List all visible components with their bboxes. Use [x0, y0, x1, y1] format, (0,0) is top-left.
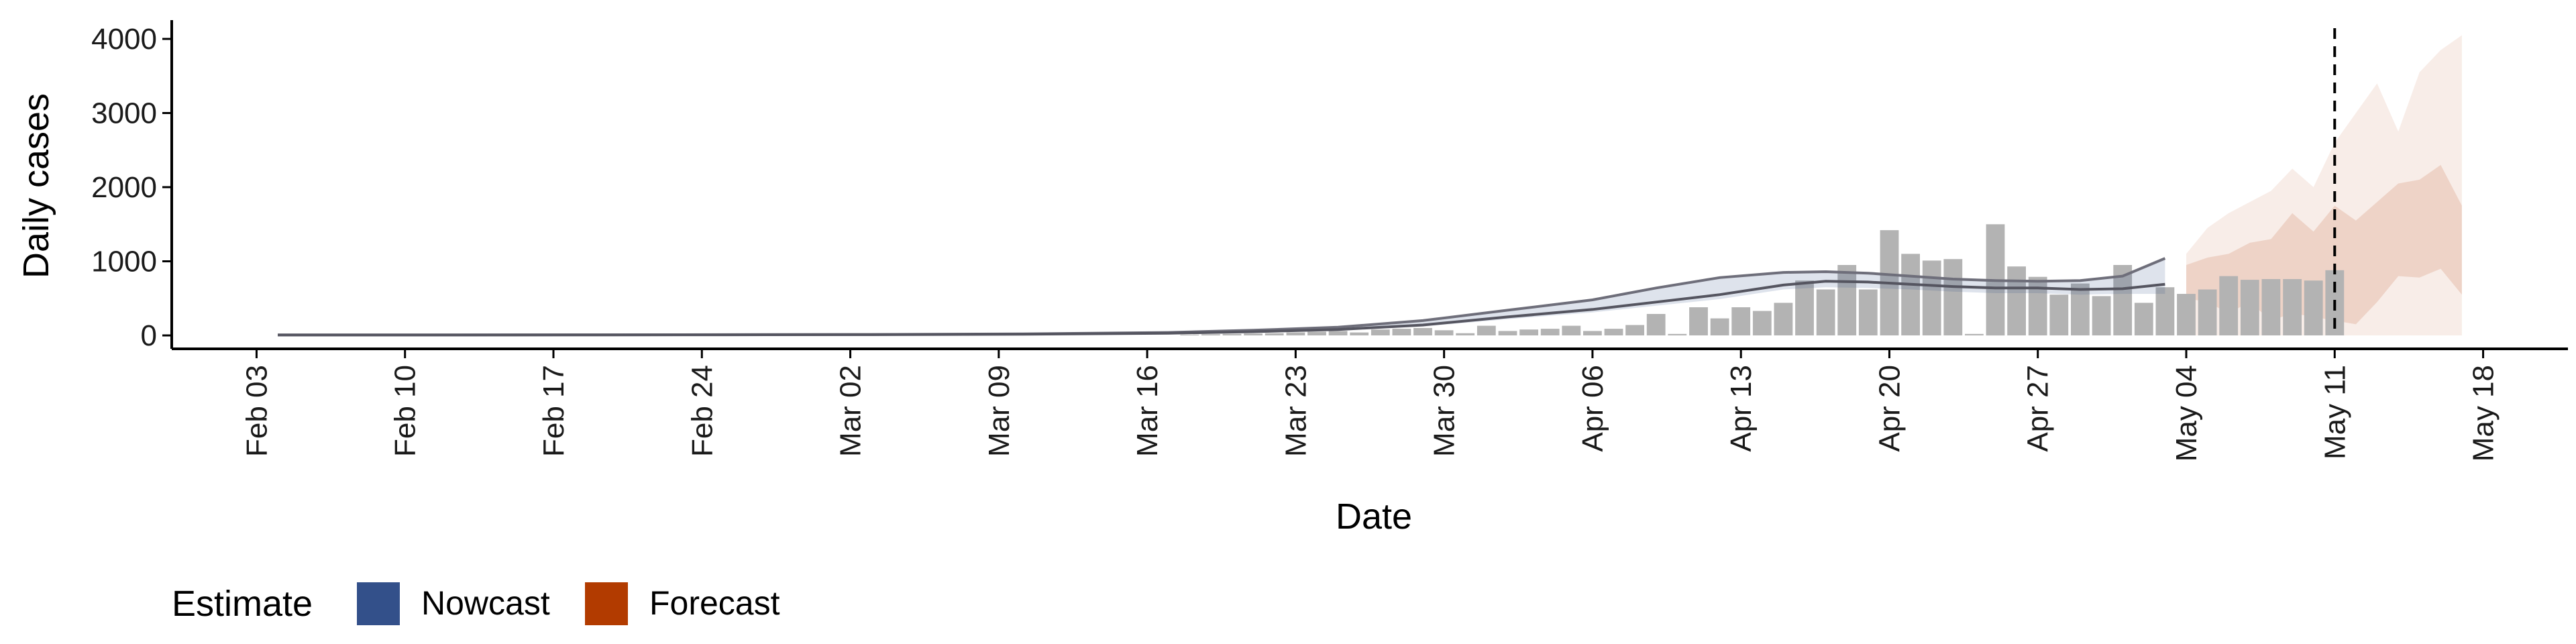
case-bar: [2155, 287, 2175, 335]
x-tick-label: Mar 23: [1279, 365, 1312, 457]
x-tick-label: Apr 27: [2022, 365, 2055, 452]
case-bar: [1201, 334, 1220, 335]
x-axis-title: Date: [1336, 496, 1412, 537]
legend: Estimate Nowcast Forecast: [172, 582, 780, 625]
case-bar: [2049, 294, 2069, 335]
case-bar: [2071, 283, 2090, 335]
case-bar: [1625, 325, 1644, 335]
case-bar: [1498, 331, 1517, 335]
case-bar: [2219, 276, 2239, 335]
case-bar: [1689, 307, 1708, 335]
x-tick-label: Mar 16: [1131, 365, 1164, 457]
case-bar: [1265, 333, 1284, 335]
case-bar: [1562, 325, 1581, 335]
legend-label-nowcast: Nowcast: [421, 584, 550, 622]
case-bar: [1943, 259, 1963, 335]
x-ticks: Feb 03 Feb 10 Feb 17 Feb 24 Mar 02 Mar 09 Mar …: [240, 349, 2500, 462]
case-bar: [1858, 289, 1878, 335]
case-bar: [1286, 332, 1305, 335]
y-tick-label: 4000: [91, 23, 157, 56]
case-bar: [1646, 314, 1666, 335]
legend-title: Estimate: [172, 584, 313, 624]
reported-case-bars: [1180, 224, 2345, 336]
x-tick-label: Mar 09: [983, 365, 1016, 457]
x-tick-label: Mar 30: [1428, 365, 1461, 457]
case-bar: [2007, 266, 2026, 335]
y-tick-label: 2000: [91, 171, 157, 204]
case-bar: [1456, 333, 1475, 335]
case-bar: [1731, 307, 1751, 335]
case-bar: [1604, 329, 1623, 335]
case-bar: [1328, 331, 1348, 335]
case-bar: [1350, 332, 1369, 335]
x-tick-label: Feb 17: [537, 365, 570, 457]
case-bar: [2261, 279, 2281, 335]
case-bar: [2092, 296, 2111, 335]
case-bar: [1413, 327, 1432, 335]
x-tick-label: May 11: [2318, 365, 2351, 460]
x-tick-label: Feb 03: [240, 365, 273, 457]
case-bar: [2198, 289, 2217, 335]
case-bar: [1222, 333, 1242, 335]
case-bar: [1922, 260, 1941, 335]
case-bar: [2240, 280, 2259, 335]
nowcast-median-line: [278, 280, 2165, 337]
case-bar: [1774, 303, 1793, 335]
case-bar: [1477, 325, 1496, 335]
case-bar: [1392, 329, 1411, 335]
case-bar: [1307, 331, 1326, 335]
case-bar: [1901, 254, 1920, 335]
y-tick-label: 0: [141, 319, 157, 352]
case-bar: [1965, 333, 1984, 335]
case-bar: [1668, 333, 1687, 335]
legend-label-forecast: Forecast: [649, 584, 780, 622]
legend-swatch-forecast: [585, 582, 628, 625]
y-tick-label: 1000: [91, 246, 157, 278]
case-bar: [2283, 279, 2302, 335]
nowcast-band: [278, 257, 2166, 337]
case-bar: [2028, 276, 2047, 335]
y-axis-title: Daily cases: [16, 93, 56, 278]
y-tick-label: 3000: [91, 97, 157, 130]
case-bar: [1752, 311, 1772, 335]
case-bar: [2134, 303, 2153, 335]
case-bar: [1583, 331, 1602, 335]
x-tick-label: Apr 06: [1576, 365, 1609, 452]
x-tick-label: Feb 10: [389, 365, 422, 457]
case-bar: [1434, 330, 1454, 335]
y-ticks: 0 1000 2000 3000 4000: [91, 23, 172, 352]
case-bar: [1816, 289, 1835, 335]
case-bar: [1795, 280, 1814, 335]
case-bar: [2177, 294, 2196, 335]
case-bar: [1837, 265, 1857, 335]
x-tick-label: Mar 02: [835, 365, 867, 457]
x-tick-label: May 04: [2170, 365, 2203, 462]
case-bar: [1540, 329, 1560, 335]
x-tick-label: Feb 24: [686, 365, 718, 457]
x-tick-label: May 18: [2467, 365, 2500, 462]
case-bar: [1371, 329, 1390, 335]
legend-swatch-nowcast: [357, 582, 400, 625]
x-tick-label: Apr 13: [1725, 365, 1758, 452]
case-bar: [2304, 280, 2323, 335]
case-bar: [1710, 318, 1729, 335]
x-tick-label: Apr 20: [1874, 365, 1907, 452]
case-bar: [1244, 333, 1263, 335]
case-bar: [1519, 329, 1538, 335]
forecast-outer-band: [2186, 35, 2462, 335]
